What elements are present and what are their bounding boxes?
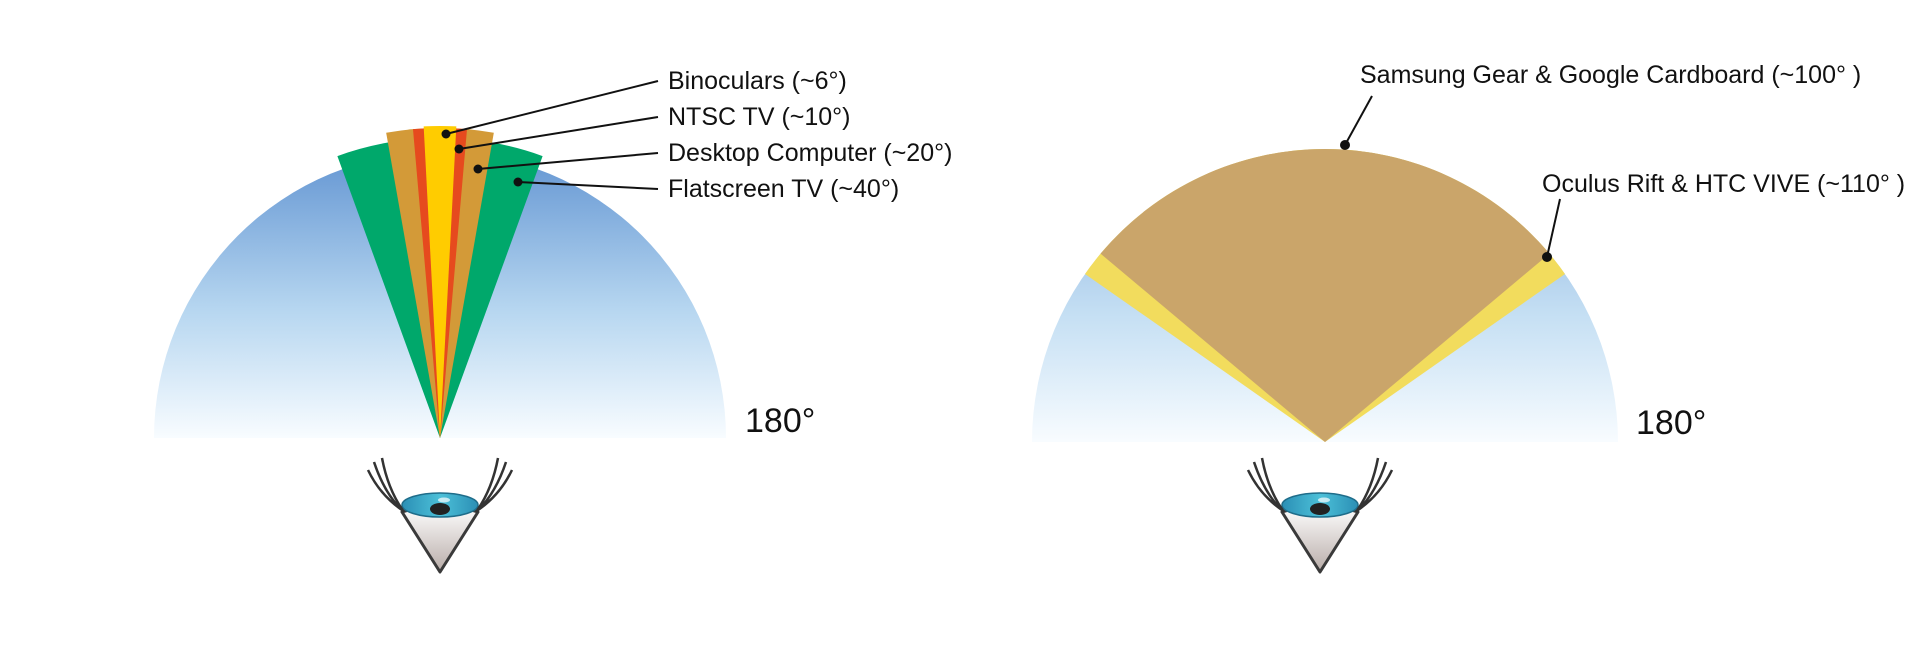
right-diagram: Oculus Rift & HTC VIVE (~110° ) Samsung G… xyxy=(1032,61,1905,574)
leader-dot-oculus-rift-and-htc-vive xyxy=(1542,252,1552,262)
wedge-binoculars xyxy=(423,126,457,438)
label-oculus-rift-and-htc-vive: Oculus Rift & HTC VIVE (~110° ) xyxy=(1542,170,1905,198)
label-ntsc-tv: NTSC TV (~10°) xyxy=(668,103,851,131)
leader-dot-ntsc-tv xyxy=(454,144,464,154)
left-eye-icon xyxy=(366,457,514,574)
label-flatscreen-tv: Flatscreen TV (~40°) xyxy=(668,175,899,203)
leader-line-desktop-computer xyxy=(477,152,659,170)
leader-line-oculus-rift-and-htc-vive xyxy=(1546,198,1561,258)
leader-dot-binoculars xyxy=(441,129,451,139)
right-degree-label: 180° xyxy=(1636,404,1706,442)
leader-line-flatscreen-tv xyxy=(517,181,659,190)
left-degree-label: 180° xyxy=(745,402,815,440)
leader-line-ntsc-tv xyxy=(458,116,659,150)
leader-dot-flatscreen-tv xyxy=(513,177,523,187)
left-leader-lines: Flatscreen TV (~40°) Desktop Computer (~2… xyxy=(441,67,952,203)
wedge-samsung-gear-and-google-cardboard xyxy=(1100,148,1550,442)
label-desktop-computer: Desktop Computer (~20°) xyxy=(668,139,952,167)
leader-dot-samsung-gear-and-google-cardboard xyxy=(1340,140,1350,150)
right-wedges xyxy=(1084,148,1566,442)
right-leader-lines: Oculus Rift & HTC VIVE (~110° ) Samsung G… xyxy=(1340,61,1905,262)
label-samsung-gear-and-google-cardboard: Samsung Gear & Google Cardboard (~100° ) xyxy=(1360,61,1861,89)
label-binoculars: Binoculars (~6°) xyxy=(668,67,847,95)
right-eye-icon xyxy=(1246,457,1394,574)
leader-line-samsung-gear-and-google-cardboard xyxy=(1344,95,1373,146)
left-diagram: Flatscreen TV (~40°) Desktop Computer (~2… xyxy=(154,67,952,574)
leader-dot-desktop-computer xyxy=(473,164,483,174)
leader-line-binoculars xyxy=(445,80,659,135)
left-wedges xyxy=(337,126,543,438)
